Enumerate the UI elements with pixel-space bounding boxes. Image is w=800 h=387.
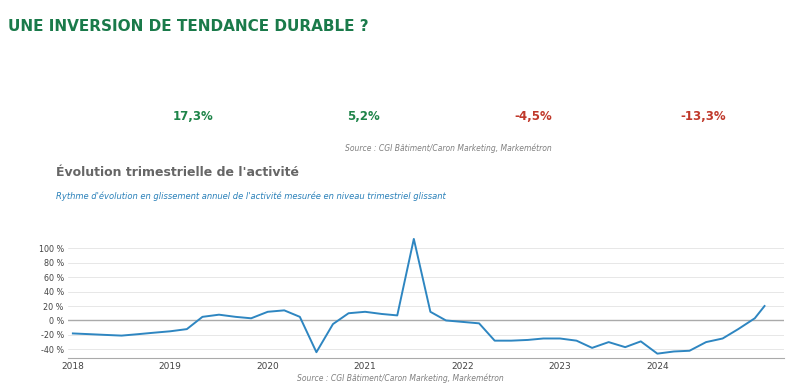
Text: ... sur 9 mois: ... sur 9 mois	[498, 81, 568, 90]
Text: 17,3%: 17,3%	[173, 110, 214, 123]
Text: Rythme d'évolution en glissement annuel de l'activité mesurée en niveau trimestr: Rythme d'évolution en glissement annuel …	[56, 192, 446, 201]
Text: Évolution trimestrielle de l'activité: Évolution trimestrielle de l'activité	[56, 166, 299, 180]
Text: Source : CGI Bâtiment/Caron Marketing, Markemétron: Source : CGI Bâtiment/Caron Marketing, M…	[297, 373, 503, 383]
Text: En glissement annuel à fin décembre 2024...: En glissement annuel à fin décembre 2024…	[316, 50, 580, 61]
Text: UNE INVERSION DE TENDANCE DURABLE ?: UNE INVERSION DE TENDANCE DURABLE ?	[8, 19, 369, 34]
Text: -4,5%: -4,5%	[514, 110, 552, 123]
Text: Source : CGI Bâtiment/Caron Marketing, Markemétron: Source : CGI Bâtiment/Caron Marketing, M…	[345, 143, 551, 153]
Text: -13,3%: -13,3%	[680, 110, 726, 123]
Text: ... sur 12 mois: ... sur 12 mois	[665, 81, 741, 90]
Text: ... sur 6 mois: ... sur 6 mois	[328, 81, 398, 90]
Text: 5,2%: 5,2%	[346, 110, 379, 123]
Text: ... sur 3 mois: ... sur 3 mois	[158, 81, 228, 90]
